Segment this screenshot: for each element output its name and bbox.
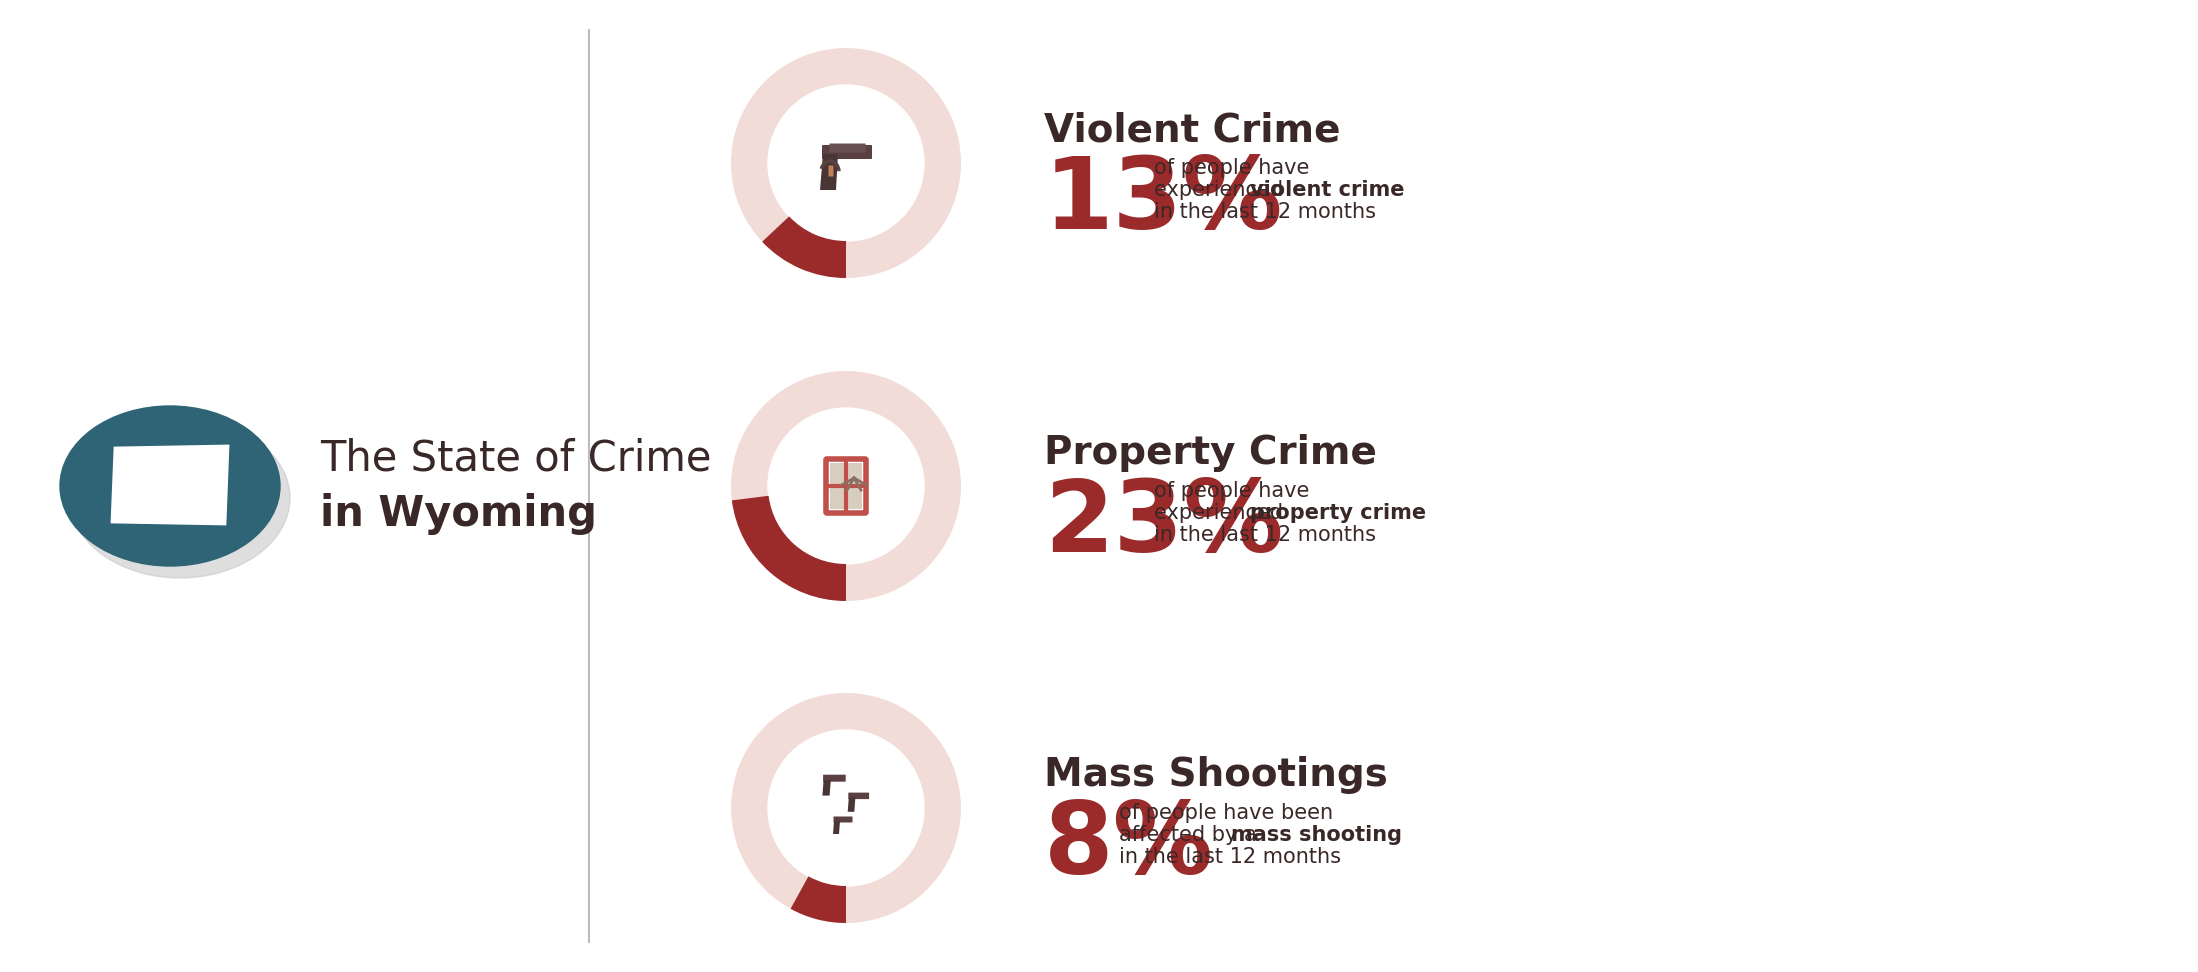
Text: mass shooting: mass shooting bbox=[1231, 825, 1402, 845]
Ellipse shape bbox=[59, 406, 279, 566]
Text: in the last 12 months: in the last 12 months bbox=[1154, 525, 1376, 545]
Text: property crime: property crime bbox=[1251, 503, 1427, 523]
Text: affected by a: affected by a bbox=[1119, 825, 1264, 845]
Ellipse shape bbox=[70, 418, 290, 578]
Polygon shape bbox=[112, 446, 229, 524]
Polygon shape bbox=[848, 797, 855, 812]
Text: Property Crime: Property Crime bbox=[1044, 434, 1376, 472]
Wedge shape bbox=[732, 496, 846, 601]
Circle shape bbox=[767, 408, 923, 564]
Polygon shape bbox=[822, 780, 831, 796]
Text: Mass Shootings: Mass Shootings bbox=[1044, 756, 1387, 794]
Circle shape bbox=[767, 85, 923, 241]
Ellipse shape bbox=[800, 450, 903, 538]
FancyBboxPatch shape bbox=[822, 145, 873, 159]
FancyBboxPatch shape bbox=[848, 792, 868, 799]
Text: of people have: of people have bbox=[1154, 481, 1310, 501]
Ellipse shape bbox=[800, 772, 903, 860]
Text: experienced: experienced bbox=[1154, 503, 1290, 523]
Wedge shape bbox=[791, 877, 846, 923]
FancyBboxPatch shape bbox=[848, 463, 862, 509]
Ellipse shape bbox=[800, 126, 903, 215]
Wedge shape bbox=[732, 48, 961, 278]
Text: 23%: 23% bbox=[1044, 476, 1284, 573]
FancyBboxPatch shape bbox=[822, 775, 846, 781]
FancyBboxPatch shape bbox=[833, 816, 853, 822]
Polygon shape bbox=[833, 821, 840, 834]
Polygon shape bbox=[820, 154, 837, 190]
Text: in Wyoming: in Wyoming bbox=[321, 493, 598, 535]
FancyBboxPatch shape bbox=[831, 463, 844, 509]
Wedge shape bbox=[732, 693, 961, 923]
Text: in the last 12 months: in the last 12 months bbox=[1119, 847, 1341, 867]
Text: experienced: experienced bbox=[1154, 180, 1290, 200]
Text: violent crime: violent crime bbox=[1251, 180, 1405, 200]
Text: of people have been: of people have been bbox=[1119, 803, 1334, 823]
Text: 13%: 13% bbox=[1044, 153, 1284, 250]
FancyBboxPatch shape bbox=[829, 144, 866, 153]
Circle shape bbox=[767, 730, 923, 886]
Wedge shape bbox=[763, 217, 846, 278]
Text: The State of Crime: The State of Crime bbox=[321, 437, 712, 479]
Text: 8%: 8% bbox=[1044, 798, 1213, 895]
Text: of people have: of people have bbox=[1154, 158, 1310, 178]
Wedge shape bbox=[732, 371, 961, 601]
Text: in the last 12 months: in the last 12 months bbox=[1154, 202, 1376, 222]
FancyBboxPatch shape bbox=[829, 165, 833, 177]
Text: Violent Crime: Violent Crime bbox=[1044, 111, 1341, 149]
